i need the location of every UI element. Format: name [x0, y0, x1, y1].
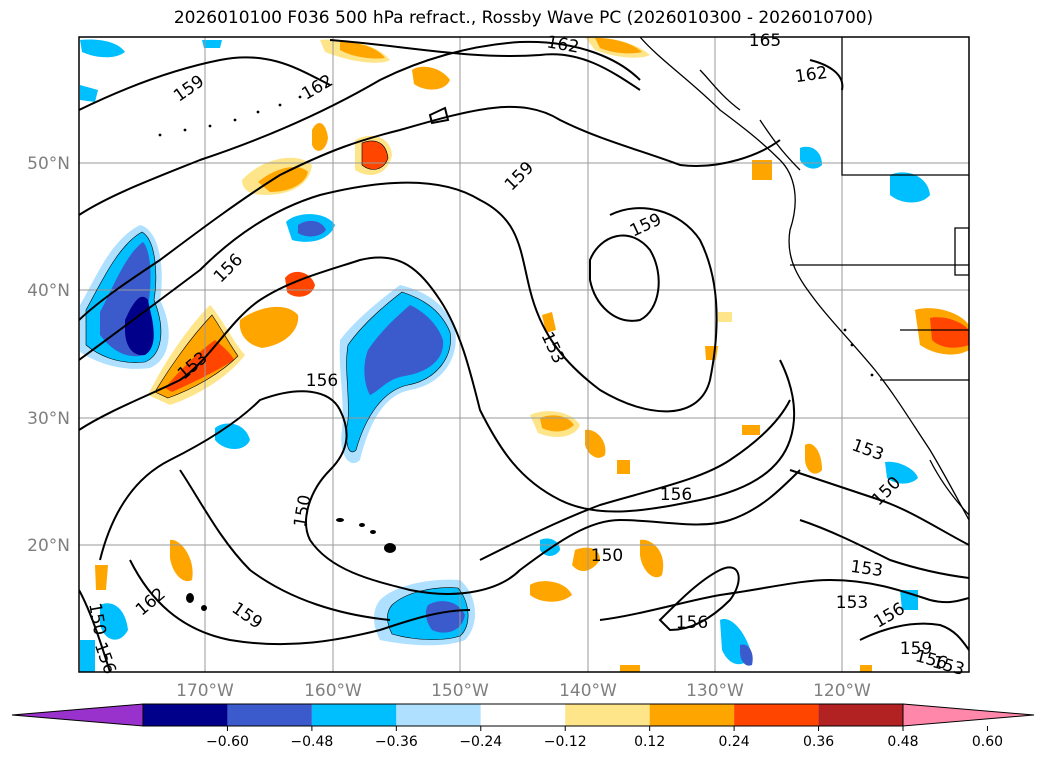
lon-label: 130°W	[686, 681, 744, 701]
lat-label: 50°N	[27, 154, 70, 174]
colorbar-swatch	[480, 704, 566, 726]
lon-label: 150°W	[431, 681, 489, 701]
lon-label: 160°W	[304, 681, 362, 701]
colorbar-swatch	[311, 704, 397, 726]
longitude-labels: 170°W 160°W 150°W 140°W 130°W 120°W	[176, 681, 871, 701]
colorbar: −0.60 −0.48 −0.36 −0.24 −0.12 0.12 0.24 0.36 0.4…	[11, 703, 1035, 750]
colorbar-swatch	[227, 704, 312, 726]
colorbar-tick-label: 0.36	[803, 734, 834, 750]
map-border	[78, 36, 970, 673]
contour-label: 153	[849, 557, 884, 581]
lat-label: 30°N	[27, 409, 70, 429]
shaded-anomalies	[80, 37, 969, 672]
colorbar-extend-high	[902, 703, 1035, 727]
contour-label: 153	[836, 593, 868, 613]
contour-label: 165	[749, 31, 781, 51]
lon-label: 170°W	[176, 681, 234, 701]
colorbar-tick-label: −0.60	[206, 734, 249, 750]
contour-lines	[79, 39, 969, 672]
contour-label: 156	[306, 371, 338, 391]
colorbar-tick-label: −0.36	[375, 734, 418, 750]
colorbar-swatch	[734, 704, 819, 726]
colorbar-swatch	[818, 704, 903, 726]
page-title: 2026010100 F036 500 hPa refract., Rossby…	[173, 8, 874, 28]
colorbar-swatch	[649, 704, 735, 726]
contour-label: 156	[660, 485, 692, 505]
colorbar-swatch	[396, 704, 481, 726]
lon-label: 120°W	[813, 681, 871, 701]
colorbar-tick-label: 0.24	[719, 734, 750, 750]
lat-label: 40°N	[27, 281, 70, 301]
islands	[158, 95, 874, 611]
colorbar-tick-label: 0.60	[972, 734, 1003, 750]
contour-label: 159	[900, 639, 932, 659]
lat-label: 20°N	[27, 536, 70, 556]
colorbar-tick-label: 0.12	[634, 734, 665, 750]
colorbar-tick-label: −0.48	[290, 734, 333, 750]
anomaly-outlines	[85, 140, 469, 640]
colorbar-tick-label: −0.12	[544, 734, 587, 750]
contour-label: 150	[591, 546, 623, 566]
colorbar-tick-label: 0.48	[887, 734, 918, 750]
colorbar-outline	[142, 703, 904, 727]
contour-label: 162	[794, 63, 829, 87]
colorbar-swatch	[565, 704, 650, 726]
colorbar-swatch	[143, 704, 228, 726]
colorbar-extend-low	[11, 703, 144, 727]
latitude-labels: 50°N 40°N 30°N 20°N	[27, 154, 70, 556]
contour-label: 156	[676, 613, 708, 633]
lon-label: 140°W	[559, 681, 617, 701]
colorbar-tick-label: −0.24	[459, 734, 502, 750]
